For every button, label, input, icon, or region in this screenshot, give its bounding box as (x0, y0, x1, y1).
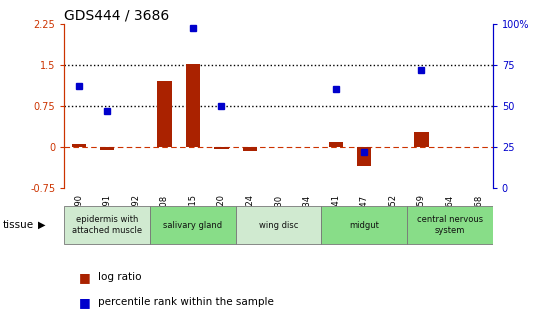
Text: GDS444 / 3686: GDS444 / 3686 (64, 8, 170, 23)
Bar (243, 147, 257, 151)
Bar (357, 147, 371, 166)
Text: ■: ■ (78, 296, 90, 309)
Text: midgut: midgut (349, 221, 379, 229)
Bar (329, 141, 343, 147)
Bar (214, 147, 228, 149)
Bar (321, 206, 407, 245)
Text: ▶: ▶ (38, 220, 45, 230)
Text: central nervous
system: central nervous system (417, 215, 483, 235)
Text: tissue: tissue (3, 220, 34, 230)
Bar (407, 206, 493, 245)
Bar (100, 147, 114, 150)
Text: ■: ■ (78, 271, 90, 284)
Bar (150, 206, 236, 245)
Text: epidermis with
attached muscle: epidermis with attached muscle (72, 215, 142, 235)
Bar (236, 206, 321, 245)
Text: salivary gland: salivary gland (164, 221, 222, 229)
Bar (186, 64, 200, 147)
Text: percentile rank within the sample: percentile rank within the sample (98, 297, 274, 307)
Text: wing disc: wing disc (259, 221, 298, 229)
Bar (157, 81, 171, 147)
Bar (72, 144, 86, 147)
Bar (414, 132, 428, 147)
Bar (64, 206, 150, 245)
Text: log ratio: log ratio (98, 272, 142, 282)
